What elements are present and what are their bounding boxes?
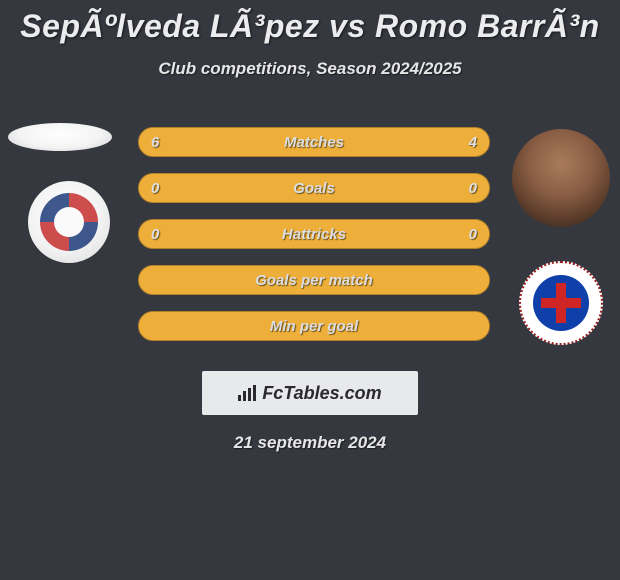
brand-box: FcTables.com xyxy=(202,371,418,415)
date-text: 21 september 2024 xyxy=(0,433,620,453)
stat-value-left: 6 xyxy=(151,128,159,156)
comparison-card: SepÃºlveda LÃ³pez vs Romo BarrÃ³n Club c… xyxy=(0,0,620,580)
left-player-avatar xyxy=(8,123,112,151)
stat-value-left: 0 xyxy=(151,174,159,202)
stat-bar: 00Goals xyxy=(138,173,490,203)
stat-bar-fill-left xyxy=(139,174,314,202)
stat-bar-fill-left xyxy=(139,220,314,248)
stat-value-right: 0 xyxy=(469,220,477,248)
comparison-bars: 64Matches00Goals00HattricksGoals per mat… xyxy=(138,127,490,357)
stat-bar: Min per goal xyxy=(138,311,490,341)
stat-value-right: 0 xyxy=(469,174,477,202)
bar-chart-icon xyxy=(238,385,258,401)
stat-bar: Goals per match xyxy=(138,265,490,295)
stat-bar: 64Matches xyxy=(138,127,490,157)
right-player-avatar xyxy=(512,129,610,227)
left-club-badge-center xyxy=(54,207,84,237)
stat-bar-fill-left xyxy=(139,266,314,294)
stat-bar-fill-left xyxy=(139,128,349,156)
left-club-badge xyxy=(28,181,110,263)
stat-bar-fill-right xyxy=(314,220,489,248)
comparison-content: 64Matches00Goals00HattricksGoals per mat… xyxy=(0,113,620,393)
stat-bar-fill-right xyxy=(314,312,489,340)
stat-bar: 00Hattricks xyxy=(138,219,490,249)
brand-text: FcTables.com xyxy=(262,383,381,404)
stat-value-right: 4 xyxy=(469,128,477,156)
page-subtitle: Club competitions, Season 2024/2025 xyxy=(0,59,620,79)
stat-bar-fill-right xyxy=(314,266,489,294)
right-club-badge xyxy=(519,261,603,345)
page-title: SepÃºlveda LÃ³pez vs Romo BarrÃ³n xyxy=(0,8,620,45)
stat-value-left: 0 xyxy=(151,220,159,248)
stat-bar-fill-right xyxy=(314,174,489,202)
stat-bar-fill-left xyxy=(139,312,314,340)
right-club-cross-h xyxy=(541,298,581,308)
